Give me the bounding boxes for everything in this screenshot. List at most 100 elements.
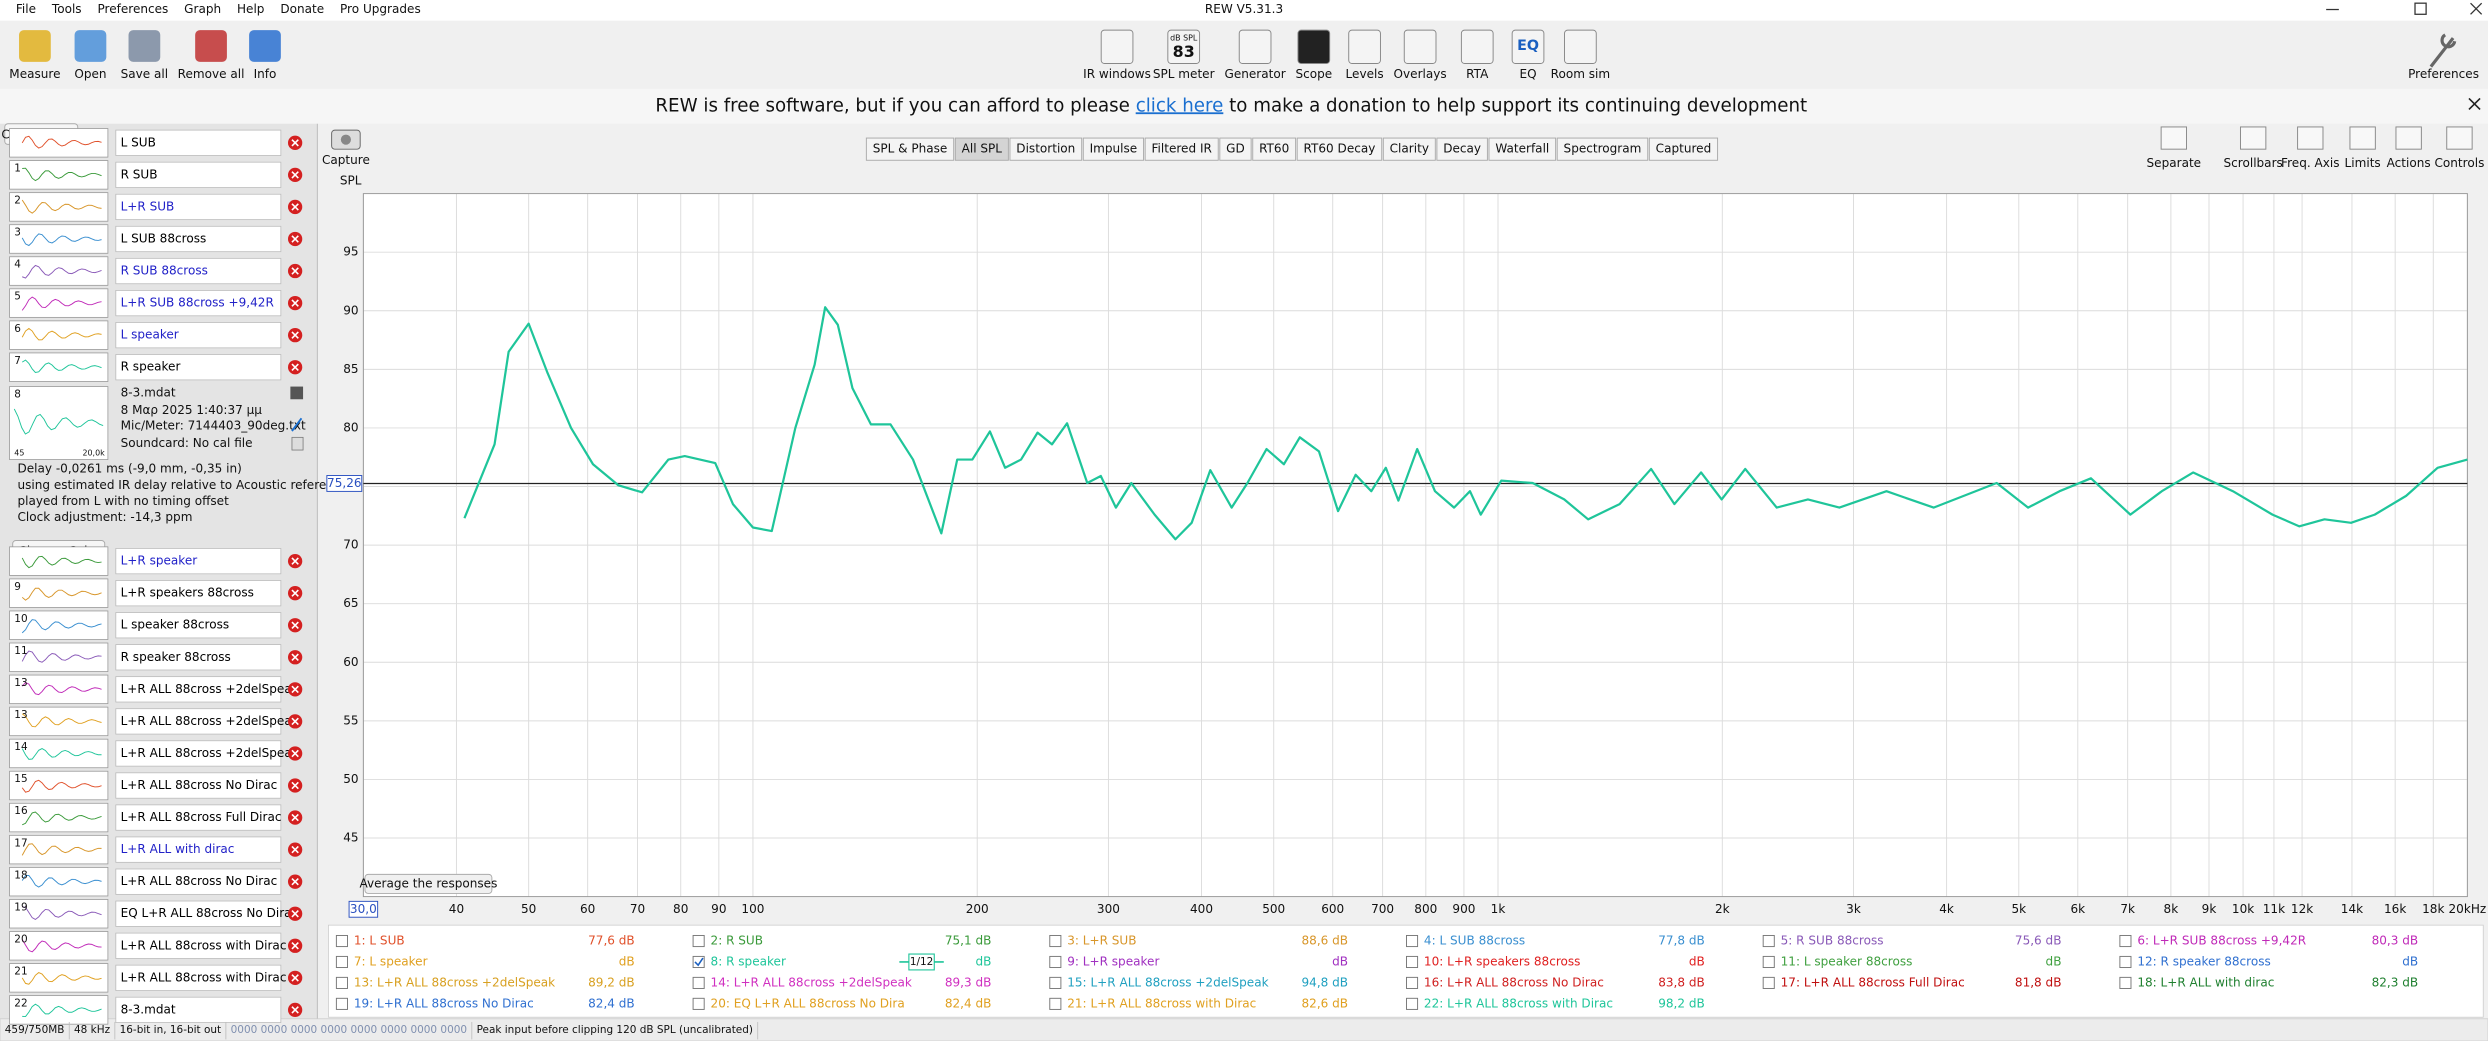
name-field[interactable]	[115, 193, 282, 221]
legend-label[interactable]: 6: L+R SUB 88cross +9,42R	[2137, 934, 2306, 948]
graph-tool-icon[interactable]	[2446, 126, 2473, 150]
view-tab[interactable]	[1252, 137, 1297, 161]
menu-item[interactable]: Help	[237, 2, 264, 16]
legend-checkbox[interactable]	[1049, 955, 1062, 969]
measurement-name[interactable]: L SUB 88cross	[121, 231, 207, 245]
view-tab[interactable]	[1219, 137, 1252, 161]
smoothing-box[interactable]	[908, 953, 935, 971]
view-tab-label[interactable]: GD	[1226, 142, 1245, 156]
toolbar-icon[interactable]	[249, 30, 281, 62]
legend-label[interactable]: 19: L+R ALL 88cross No Dirac	[354, 996, 534, 1010]
legend-label[interactable]: 9: L+R speaker	[1067, 954, 1159, 968]
measurement-name[interactable]: L+R ALL 88cross +2delSpeak	[121, 682, 299, 696]
average-button[interactable]	[364, 873, 493, 894]
legend-label[interactable]: 2: R SUB	[711, 934, 763, 948]
legend-checkbox[interactable]	[1406, 976, 1419, 989]
graph-tool-label[interactable]: Limits	[2345, 156, 2381, 170]
legend-label[interactable]: 16: L+R ALL 88cross No Dirac	[1424, 975, 1604, 989]
name-field[interactable]	[115, 836, 282, 863]
legend-checkbox[interactable]	[1762, 934, 1775, 948]
view-tab-label[interactable]: All SPL	[962, 142, 1003, 156]
legend-label[interactable]: 13: L+R ALL 88cross +2delSpeak	[354, 975, 555, 989]
preferences-icon[interactable]	[2429, 33, 2457, 68]
menu-item[interactable]: Donate	[280, 2, 324, 16]
donation-link[interactable]: click here	[1136, 95, 1224, 116]
name-field[interactable]	[115, 932, 282, 959]
graph-tool-label[interactable]: Separate	[2147, 156, 2202, 170]
measurement-name[interactable]: EQ L+R ALL 88cross No Dira	[121, 906, 292, 920]
menu-item[interactable]: Pro Upgrades	[340, 2, 421, 16]
graph-tool-label[interactable]: Scrollbars	[2224, 156, 2283, 170]
maximize-button[interactable]	[2414, 2, 2427, 15]
toolbar-icon[interactable]	[19, 30, 51, 62]
measurement-name[interactable]: L+R SUB 88cross +9,42R	[121, 296, 275, 310]
name-field[interactable]	[115, 868, 282, 895]
legend-label[interactable]: 11: L speaker 88cross	[1781, 954, 1913, 968]
name-field[interactable]	[115, 996, 282, 1023]
legend-checkbox[interactable]	[2119, 934, 2132, 948]
capture-icon[interactable]	[331, 129, 361, 150]
legend-checkbox[interactable]	[1762, 955, 1775, 969]
toolbar-label[interactable]: Measure	[9, 67, 60, 81]
view-tab[interactable]	[1082, 137, 1145, 161]
graph-tool-icon[interactable]	[2160, 126, 2187, 150]
view-tab[interactable]	[1382, 137, 1436, 161]
toolbar-label[interactable]: Remove all	[178, 67, 245, 81]
view-tab-label[interactable]: Clarity	[1390, 142, 1429, 156]
measurement-name[interactable]: L+R ALL with dirac	[121, 842, 235, 856]
view-tab-label[interactable]: Captured	[1656, 142, 1712, 156]
name-field[interactable]	[115, 900, 282, 927]
name-field[interactable]	[115, 225, 282, 253]
toolbar-icon[interactable]	[74, 30, 107, 62]
graph-tool-label[interactable]: Actions	[2387, 156, 2431, 170]
legend-checkbox[interactable]	[1406, 934, 1419, 948]
name-field[interactable]	[115, 740, 282, 767]
tool-label[interactable]: Room sim	[1551, 67, 1610, 81]
menu-item[interactable]: Preferences	[97, 2, 168, 16]
legend-checkbox[interactable]	[335, 934, 348, 948]
legend-label[interactable]: 17: L+R ALL 88cross Full Dirac	[1781, 975, 1965, 989]
name-field[interactable]	[115, 290, 282, 317]
view-tab-label[interactable]: Distortion	[1016, 142, 1075, 156]
menu-item[interactable]: Graph	[184, 2, 221, 16]
graph-tool-label[interactable]: Controls	[2435, 156, 2485, 170]
toolbar-icon[interactable]	[195, 30, 227, 62]
tool-label[interactable]: EQ	[1519, 67, 1536, 81]
legend-label[interactable]: 21: L+R ALL 88cross with Dirac	[1067, 996, 1256, 1010]
tool-icon[interactable]	[1511, 29, 1545, 64]
legend-label[interactable]: 12: R speaker 88cross	[2137, 954, 2270, 968]
tool-label[interactable]: Overlays	[1394, 67, 1447, 81]
name-field[interactable]	[115, 580, 282, 607]
legend-checkbox[interactable]	[1762, 976, 1775, 989]
legend-label[interactable]: 1: L SUB	[354, 934, 405, 948]
legend-label[interactable]: 5: R SUB 88cross	[1781, 934, 1884, 948]
name-field[interactable]	[115, 772, 282, 799]
view-tab[interactable]	[1009, 137, 1083, 161]
measurement-name[interactable]: L speaker 88cross	[121, 618, 230, 632]
tool-label[interactable]: Generator	[1225, 67, 1286, 81]
name-field[interactable]	[115, 676, 282, 703]
view-tab-label[interactable]: SPL & Phase	[873, 142, 948, 156]
measurement-name[interactable]: L+R ALL 88cross No Dirac	[121, 778, 278, 792]
name-field[interactable]	[115, 161, 282, 188]
name-field[interactable]	[115, 708, 282, 735]
name-field[interactable]	[115, 129, 282, 156]
measurement-name[interactable]: L+R SUB	[121, 199, 175, 213]
measurement-name[interactable]: L+R ALL 88cross No Dirac	[121, 874, 278, 888]
legend-checkbox[interactable]	[2119, 955, 2132, 969]
legend-label[interactable]: 8: R speaker	[711, 954, 786, 968]
tool-icon[interactable]	[1167, 29, 1201, 64]
toolbar-label[interactable]: Save all	[121, 67, 168, 81]
legend-label[interactable]: 22: L+R ALL 88cross with Dirac	[1424, 996, 1613, 1010]
notes-icon[interactable]	[291, 436, 304, 451]
measurement-name[interactable]: L+R ALL 88cross +2delSpeak	[121, 746, 299, 760]
menu-item[interactable]: File	[16, 2, 36, 16]
view-tab[interactable]	[954, 137, 1009, 161]
legend-checkbox[interactable]	[692, 976, 705, 989]
name-field[interactable]	[115, 964, 282, 991]
smoothing-label[interactable]: 1/12	[910, 956, 934, 968]
name-field[interactable]	[115, 804, 282, 831]
tool-icon[interactable]	[1348, 29, 1381, 64]
file-icon[interactable]	[290, 386, 304, 400]
view-tab-label[interactable]: RT60	[1259, 142, 1289, 156]
